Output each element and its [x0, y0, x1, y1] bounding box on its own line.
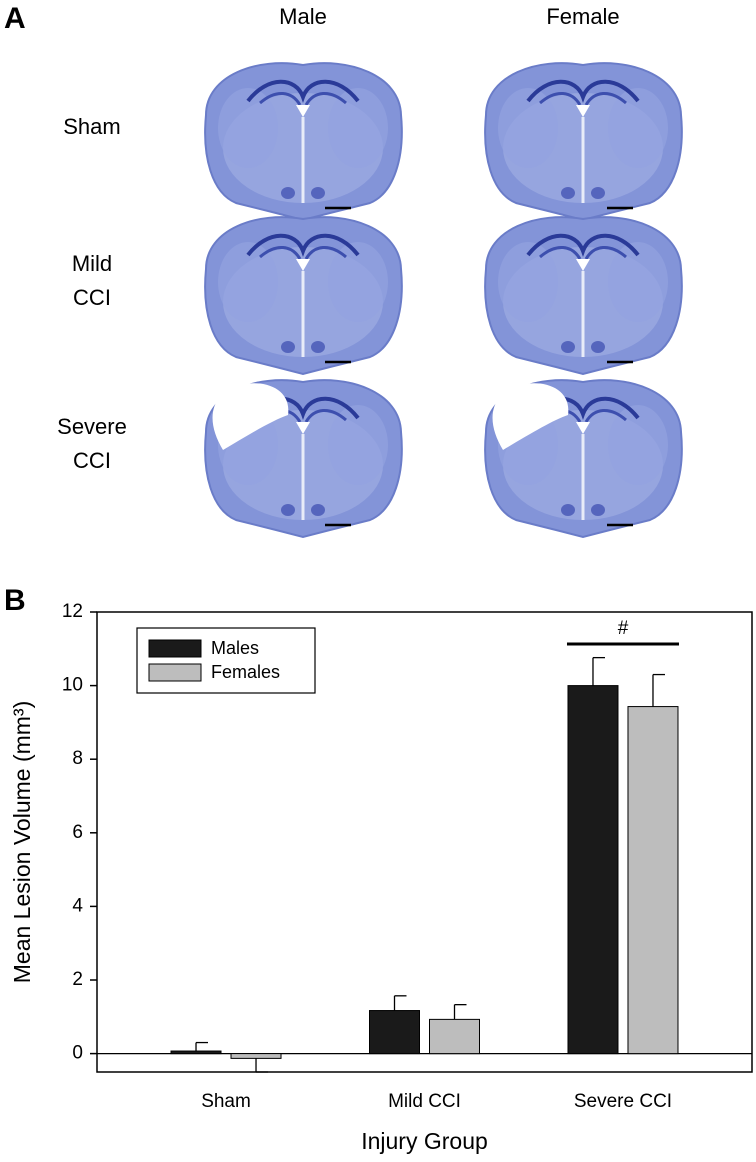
- legend: Males Females: [136, 627, 316, 694]
- legend-box: [136, 627, 316, 694]
- bar: [567, 685, 619, 1055]
- bar: [627, 706, 679, 1055]
- bar: [170, 1050, 222, 1055]
- row-label: CCI: [73, 448, 111, 473]
- panel-a: A Male Female Sham Mild CCI Severe CCI: [4, 2, 682, 537]
- y-tick-label: 12: [62, 601, 83, 622]
- error-bar: [255, 1058, 269, 1073]
- x-tick-label: Sham: [201, 1091, 251, 1112]
- bar: [230, 1053, 282, 1059]
- bar: [429, 1018, 480, 1055]
- error-bar: [195, 1041, 209, 1052]
- panel-label: A: [4, 2, 26, 35]
- column-label: Female: [546, 4, 619, 29]
- annotation: #: [618, 618, 629, 639]
- error-bar: [453, 1004, 467, 1020]
- legend-swatch: [148, 639, 202, 658]
- panel-label: B: [4, 584, 26, 617]
- x-tick-label: Mild CCI: [388, 1091, 461, 1112]
- error-bar: [652, 673, 665, 707]
- brain-section-image: [485, 217, 682, 374]
- x-axis-title: Injury Group: [361, 1128, 488, 1154]
- brain-section-image: [485, 63, 682, 220]
- error-bar: [393, 995, 407, 1011]
- bar: [369, 1010, 420, 1055]
- error-bar: [592, 656, 605, 686]
- y-tick-label: 8: [72, 748, 83, 769]
- y-tick-label: 2: [72, 969, 83, 990]
- row-label: Sham: [63, 114, 120, 139]
- lesion: [492, 383, 569, 450]
- legend-label: Females: [211, 662, 280, 682]
- y-axis-title: Mean Lesion Volume (mm³): [9, 701, 35, 984]
- row-label: Mild: [72, 251, 112, 276]
- y-tick-label: 10: [62, 675, 83, 696]
- brain-section-image: [205, 63, 402, 220]
- row-label: CCI: [73, 285, 111, 310]
- column-label: Male: [279, 4, 327, 29]
- y-tick-label: 4: [72, 895, 83, 916]
- plot-frame: [96, 611, 753, 1073]
- brain-section-image: [205, 217, 402, 374]
- y-tick-label: 6: [72, 822, 83, 843]
- lesion: [212, 383, 289, 450]
- row-label: Severe: [57, 414, 127, 439]
- panel-b: B 0 2 4 6 8 10 12 Mean Lesion Volume (mm³) Injur…: [4, 584, 753, 1154]
- x-tick-label: Severe CCI: [574, 1091, 672, 1112]
- legend-label: Males: [211, 638, 259, 658]
- y-tick-label: 0: [72, 1043, 83, 1064]
- legend-swatch: [148, 663, 202, 682]
